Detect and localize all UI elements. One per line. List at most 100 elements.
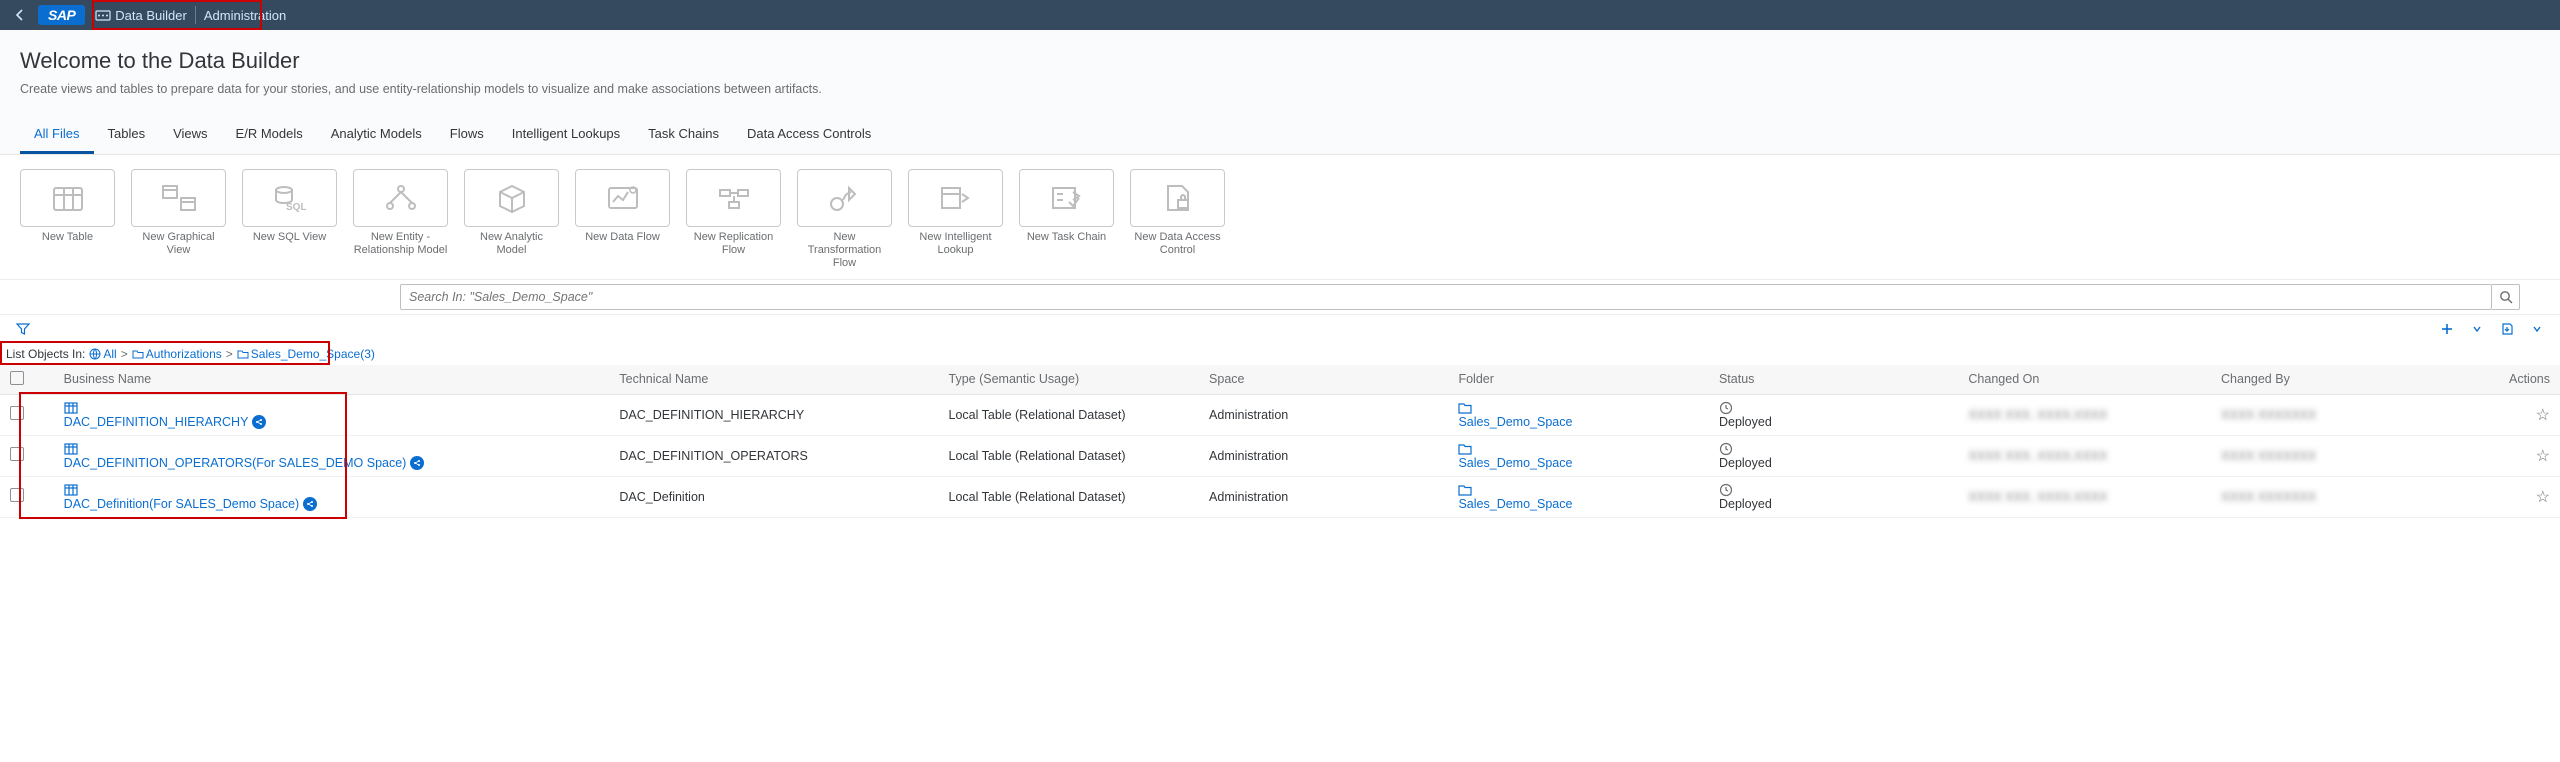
table-entity-icon — [64, 483, 78, 497]
favorite-star[interactable]: ☆ — [2536, 407, 2550, 424]
page-subtitle: Create views and tables to prepare data … — [20, 82, 2540, 96]
action-label: New Intelligent Lookup — [908, 231, 1003, 257]
action-new-intelligent-lookup[interactable] — [908, 169, 1003, 227]
table-wrapper: Business Name Technical Name Type (Seman… — [0, 365, 2560, 518]
tab-flows[interactable]: Flows — [436, 116, 498, 154]
table-row: DAC_Definition(For SALES_Demo Space) DAC_… — [0, 476, 2560, 517]
action-new-transformation-flow[interactable] — [797, 169, 892, 227]
breadcrumb-separator: > — [121, 347, 128, 361]
business-name-link[interactable]: DAC_Definition(For SALES_Demo Space) — [64, 497, 300, 511]
shared-icon — [252, 415, 266, 429]
col-checkbox[interactable] — [0, 365, 54, 395]
col-space[interactable]: Space — [1199, 365, 1448, 395]
search-row — [0, 279, 2560, 315]
action-new-analytic-model[interactable] — [464, 169, 559, 227]
col-changed-by[interactable]: Changed By — [2211, 365, 2464, 395]
action-new-entity-relationship-model[interactable] — [353, 169, 448, 227]
back-button[interactable] — [8, 3, 32, 27]
table-entity-icon — [64, 442, 78, 456]
technical-name: DAC_Definition — [609, 476, 938, 517]
row-checkbox[interactable] — [10, 447, 24, 461]
favorite-star[interactable]: ☆ — [2536, 448, 2550, 465]
breadcrumb-item[interactable]: All — [89, 347, 116, 361]
page-title: Welcome to the Data Builder — [20, 48, 2540, 74]
tab-tables[interactable]: Tables — [94, 116, 160, 154]
folder-link[interactable]: Sales_Demo_Space — [1458, 456, 1572, 470]
col-type[interactable]: Type (Semantic Usage) — [939, 365, 1200, 395]
breadcrumb-count: (3) — [360, 347, 375, 361]
table-row: DAC_DEFINITION_OPERATORS(For SALES_DEMO … — [0, 435, 2560, 476]
action-new-data-flow[interactable] — [575, 169, 670, 227]
row-checkbox[interactable] — [10, 488, 24, 502]
er-icon — [381, 180, 421, 216]
tab-analytic-models[interactable]: Analytic Models — [317, 116, 436, 154]
page-header: Welcome to the Data Builder Create views… — [0, 30, 2560, 116]
lookup-icon — [936, 180, 976, 216]
folder-link[interactable]: Sales_Demo_Space — [1458, 415, 1572, 429]
action-label: New Data Access Control — [1130, 231, 1225, 257]
folder-icon — [132, 348, 144, 360]
action-label: New Graphical View — [131, 231, 226, 257]
col-actions: Actions — [2464, 365, 2560, 395]
globe-icon — [89, 348, 101, 360]
row-checkbox[interactable] — [10, 406, 24, 420]
search-input[interactable] — [400, 284, 2492, 310]
filter-icon[interactable] — [12, 318, 34, 340]
action-label: New Replication Flow — [686, 231, 781, 257]
toolbar-strip — [0, 315, 2560, 343]
col-status[interactable]: Status — [1709, 365, 1958, 395]
action-new-sql-view[interactable] — [242, 169, 337, 227]
space: Administration — [1199, 394, 1448, 435]
favorite-star[interactable]: ☆ — [2536, 489, 2550, 506]
import-menu-chevron-icon[interactable] — [2526, 318, 2548, 340]
breadcrumb-separator: > — [226, 347, 233, 361]
action-label: New Task Chain — [1019, 231, 1114, 244]
add-button[interactable] — [2436, 318, 2458, 340]
search-button[interactable] — [2492, 284, 2520, 310]
folder-link[interactable]: Sales_Demo_Space — [1458, 497, 1572, 511]
tab-views[interactable]: Views — [159, 116, 221, 154]
graphical-view-icon — [159, 180, 199, 216]
technical-name: DAC_DEFINITION_OPERATORS — [609, 435, 938, 476]
clock-icon — [1719, 442, 1733, 456]
business-name-link[interactable]: DAC_DEFINITION_OPERATORS(For SALES_DEMO … — [64, 456, 407, 470]
technical-name: DAC_DEFINITION_HIERARCHY — [609, 394, 938, 435]
dac-icon — [1158, 180, 1198, 216]
select-all-checkbox[interactable] — [10, 371, 24, 385]
breadcrumb-item[interactable]: Authorizations — [132, 347, 222, 361]
tab-all-files[interactable]: All Files — [20, 116, 94, 154]
action-new-table[interactable] — [20, 169, 115, 227]
col-technical-name[interactable]: Technical Name — [609, 365, 938, 395]
col-business-name[interactable]: Business Name — [54, 365, 610, 395]
business-name-link[interactable]: DAC_DEFINITION_HIERARCHY — [64, 415, 249, 429]
tab-intelligent-lookups[interactable]: Intelligent Lookups — [498, 116, 634, 154]
tab-e-r-models[interactable]: E/R Models — [222, 116, 317, 154]
space-name: Administration — [204, 8, 286, 23]
col-folder[interactable]: Folder — [1448, 365, 1709, 395]
folder-icon — [1458, 483, 1472, 497]
app-title-region: Data Builder Administration — [91, 0, 286, 30]
col-changed-on[interactable]: Changed On — [1958, 365, 2211, 395]
breadcrumb-item[interactable]: Sales_Demo_Space — [237, 347, 360, 361]
separator — [195, 6, 196, 24]
data-builder-icon — [95, 7, 111, 23]
action-label: New SQL View — [242, 231, 337, 244]
tab-data-access-controls[interactable]: Data Access Controls — [733, 116, 885, 154]
tab-bar: All FilesTablesViewsE/R ModelsAnalytic M… — [0, 116, 2560, 155]
type: Local Table (Relational Dataset) — [939, 394, 1200, 435]
action-label: New Analytic Model — [464, 231, 559, 257]
action-new-replication-flow[interactable] — [686, 169, 781, 227]
import-button[interactable] — [2496, 318, 2518, 340]
tab-task-chains[interactable]: Task Chains — [634, 116, 733, 154]
space: Administration — [1199, 435, 1448, 476]
action-new-data-access-control[interactable] — [1130, 169, 1225, 227]
action-new-task-chain[interactable] — [1019, 169, 1114, 227]
table-icon — [48, 180, 88, 216]
table-entity-icon — [64, 401, 78, 415]
create-actions-row: New TableNew Graphical ViewNew SQL ViewN… — [0, 155, 2560, 275]
space: Administration — [1199, 476, 1448, 517]
breadcrumb: List Objects In: All>Authorizations>Sale… — [0, 343, 2560, 365]
clock-icon — [1719, 483, 1733, 497]
add-menu-chevron-icon[interactable] — [2466, 318, 2488, 340]
action-new-graphical-view[interactable] — [131, 169, 226, 227]
